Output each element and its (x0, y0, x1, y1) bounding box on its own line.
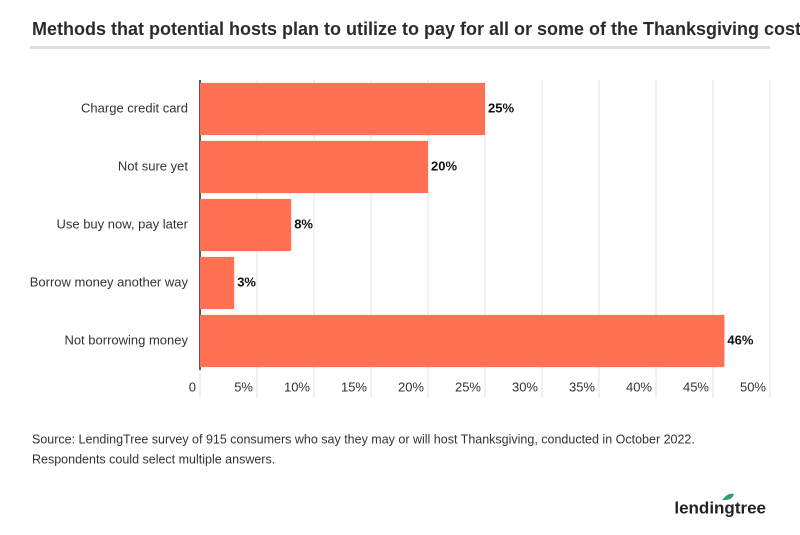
logo-leaf (722, 493, 734, 501)
y-tick-label: Not sure yet (118, 158, 188, 173)
x-tick-label: 15% (341, 379, 367, 394)
x-tick-label: 50% (740, 379, 766, 394)
value-label: 3% (237, 274, 256, 289)
value-label: 8% (294, 216, 313, 231)
logo: lendingtree (674, 498, 766, 517)
y-tick-label: Use buy now, pay later (56, 216, 188, 231)
x-tick-label: 30% (512, 379, 538, 394)
y-tick-label: Charge credit card (81, 100, 188, 115)
x-tick-label: 25% (455, 379, 481, 394)
bar (200, 256, 235, 310)
y-tick-label: Borrow money another way (30, 274, 189, 289)
bar (200, 140, 428, 194)
y-tick-label: Not borrowing money (64, 332, 188, 347)
x-tick-label: 5% (234, 379, 253, 394)
value-label: 20% (431, 158, 457, 173)
x-tick-label: 35% (569, 379, 595, 394)
bar (200, 82, 485, 136)
value-label: 25% (488, 100, 514, 115)
x-tick-label: 10% (284, 379, 310, 394)
x-tick-label: 45% (683, 379, 709, 394)
chart-title: Methods that potential hosts plan to uti… (32, 19, 800, 39)
title-rule (30, 46, 770, 49)
value-label: 46% (727, 332, 753, 347)
bar (200, 198, 292, 252)
source: Source: LendingTree survey of 915 consum… (32, 432, 695, 446)
x-tick-label: 20% (398, 379, 424, 394)
x-tick-label: 40% (626, 379, 652, 394)
note: Respondents could select multiple answer… (32, 452, 275, 466)
bar (200, 314, 725, 368)
x-tick-label: 0 (189, 379, 196, 394)
